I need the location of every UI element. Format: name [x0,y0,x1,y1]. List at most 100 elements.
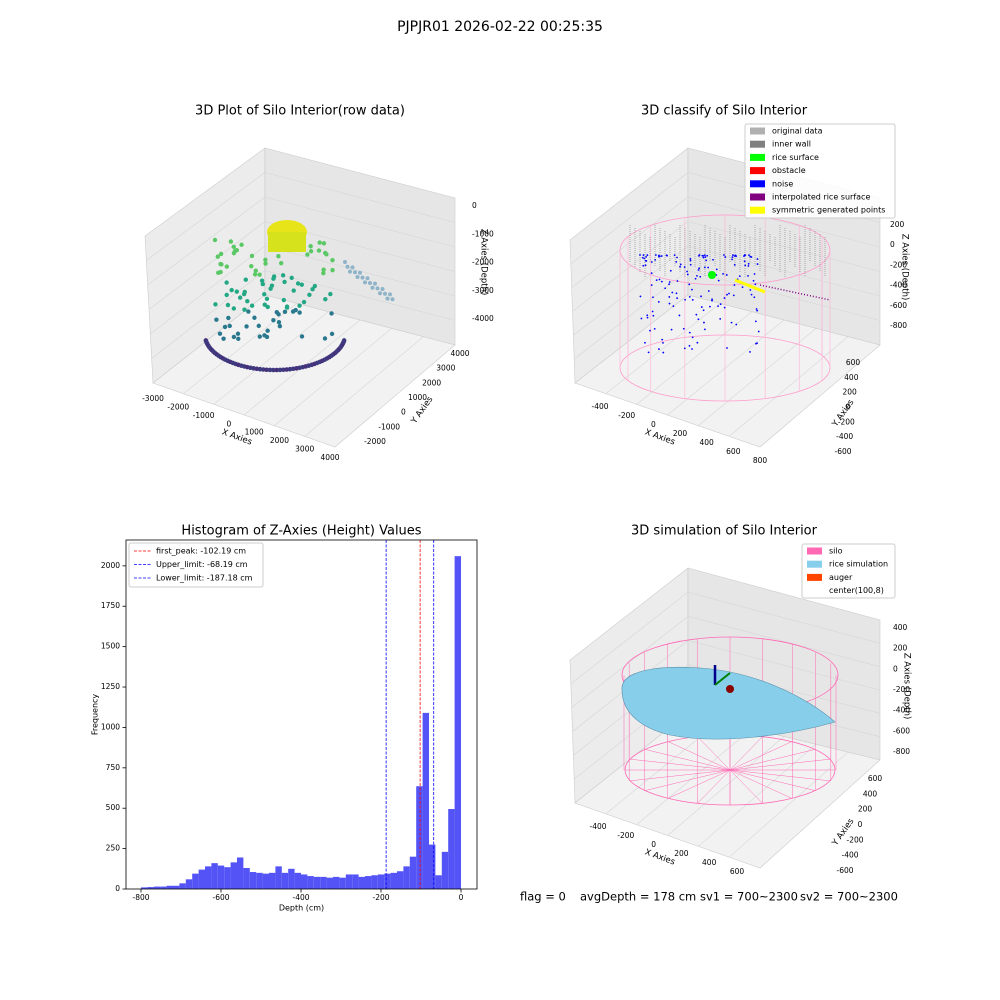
point-cloud-decoration [215,254,220,259]
point-cloud-decoration [323,296,328,302]
point-cloud-decoration [752,279,755,282]
point-cloud-decoration [348,269,352,274]
histogram-bar [275,866,282,889]
point-cloud-decoration [643,257,646,260]
point-cloud-decoration [757,330,760,333]
point-cloud-decoration [229,287,234,293]
y-tick-label: 600 [868,774,883,783]
point-cloud-decoration [228,239,234,244]
point-cloud-decoration [231,244,236,250]
point-cloud-decoration [688,283,691,286]
point-cloud-decoration [672,305,675,308]
point-cloud-decoration [673,254,676,256]
point-cloud-decoration [260,281,265,287]
point-cloud-decoration [707,266,710,269]
silo-wire [644,749,731,771]
point-cloud-decoration [360,275,365,280]
point-cloud-decoration [299,282,305,287]
point-cloud-decoration [684,298,686,301]
auger-decoration [714,672,731,686]
point-cloud-decoration [651,310,654,313]
point-cloud-decoration [224,264,230,269]
y-tick-label: 2000 [101,561,120,570]
legend-label: noise [772,179,793,188]
point-cloud-decoration [328,291,333,297]
pane-grid [148,221,266,310]
point-cloud-decoration [245,299,250,304]
legend-label: silo [829,547,843,556]
z-tick-label: -800 [890,321,907,330]
point-cloud-decoration [747,265,750,267]
point-cloud-decoration [703,321,705,324]
x-tick-label: 2000 [270,436,289,445]
point-cloud-decoration [329,331,335,337]
point-cloud-decoration [307,292,312,298]
z-tick-label: -200 [890,260,907,269]
z-axis-label: Z Axies (Depth) [900,234,910,301]
pane-grid [264,270,456,321]
point-cloud-decoration [702,309,705,312]
point-cloud-decoration [242,307,247,312]
point-cloud-decoration [271,317,276,323]
point-cloud-decoration [644,341,646,344]
z-tick-label: -400 [890,281,907,290]
point-cloud-decoration [383,291,387,296]
point-cloud-decoration [686,270,688,273]
point-cloud-decoration [262,292,267,297]
pane-grid [572,221,689,312]
silo-wire [644,769,731,791]
point-cloud-decoration [281,297,287,303]
histogram-bar [313,876,321,889]
point-cloud-decoration [246,309,251,314]
point-cloud-decoration [735,323,738,326]
z-tick-label: 200 [893,644,908,653]
point-cloud-decoration [700,306,703,308]
point-cloud-decoration [308,249,314,254]
histogram-bar [454,556,461,889]
z-tick-label: 0 [472,201,477,210]
point-cloud-decoration [241,291,247,297]
pane-grid [728,336,849,437]
point-cloud-decoration [668,302,671,305]
point-cloud-decoration [650,284,653,287]
y-tick-label: 1750 [101,601,120,610]
point-cloud-decoration [312,283,318,289]
point-cloud-decoration [756,309,759,312]
point-cloud-decoration [679,263,682,266]
point-cloud-decoration [243,277,248,282]
histogram-bar [153,886,161,889]
point-cloud-decoration [694,277,697,280]
point-cloud-decoration [370,285,375,290]
histogram-bar [403,866,410,889]
point-cloud-decoration [691,336,694,339]
legend-swatch [750,180,765,188]
pane-grid [687,196,881,248]
point-cloud-decoration [666,254,668,257]
histogram-bar [192,873,199,889]
y-axis-label: Frequency [91,694,100,736]
point-cloud-decoration [675,292,678,295]
y-tick-label: 0 [858,820,863,829]
legend-swatch [750,193,765,201]
x-tick-label: -200 [372,893,389,902]
point-cloud-decoration [749,351,751,353]
histogram-bar [256,872,263,889]
y-tick-label: 600 [846,358,861,367]
histogram-bar [301,874,308,889]
point-cloud-decoration [683,347,686,350]
point-cloud-decoration [664,287,667,290]
point-cloud-decoration [654,258,657,261]
legend-swatch [750,127,765,135]
point-cloud-decoration [222,324,228,330]
point-cloud-decoration [268,286,273,291]
point-cloud-decoration [646,314,649,317]
silo-wire [729,769,763,804]
auger-decoration [726,685,734,693]
rice-surface-decoration [621,666,836,740]
point-cloud-decoration [741,286,744,289]
y-tick-label: 0 [401,408,406,417]
y-tick-label: -1000 [378,422,400,431]
histogram-bar [294,872,301,889]
point-cloud-decoration [689,259,692,262]
point-cloud-decoration [284,305,290,310]
